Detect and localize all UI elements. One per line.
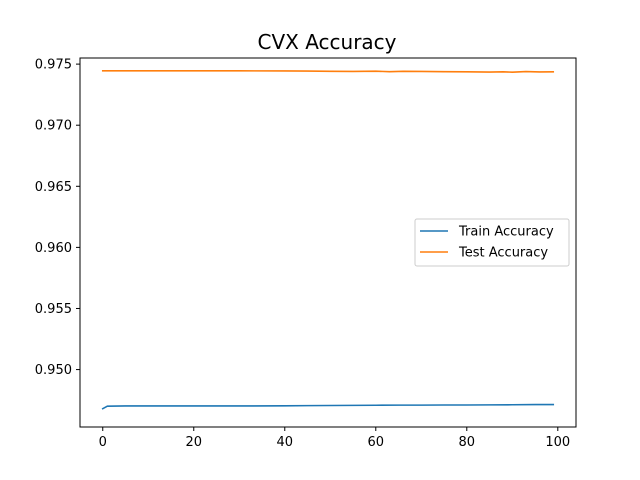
y-tick-label: 0.965 bbox=[35, 180, 72, 195]
y-axis: 0.950 0.955 0.960 0.965 0.970 0.975 bbox=[35, 58, 80, 378]
x-tick-label: 80 bbox=[459, 435, 476, 450]
y-tick-label: 0.970 bbox=[35, 119, 72, 134]
plot-frame bbox=[79, 57, 577, 428]
y-tick-label: 0.950 bbox=[35, 363, 72, 378]
x-tick-label: 100 bbox=[545, 435, 570, 450]
x-tick-label: 20 bbox=[185, 435, 202, 450]
y-tick-label: 0.975 bbox=[35, 58, 72, 73]
legend-box bbox=[414, 218, 570, 267]
series-group bbox=[101, 70, 555, 410]
legend-label: Train Accuracy bbox=[458, 225, 554, 240]
chart-title: CVX Accuracy bbox=[257, 30, 396, 54]
x-axis: 0 20 40 60 80 100 bbox=[99, 427, 570, 450]
x-tick-label: 40 bbox=[276, 435, 293, 450]
series-line-test bbox=[101, 70, 555, 73]
y-tick-label: 0.960 bbox=[35, 241, 72, 256]
legend-label: Test Accuracy bbox=[458, 246, 548, 261]
x-tick-label: 60 bbox=[368, 435, 385, 450]
legend: Train Accuracy Test Accuracy bbox=[414, 218, 570, 267]
series-line-train bbox=[101, 403, 555, 410]
y-tick-label: 0.955 bbox=[35, 302, 72, 317]
x-tick-label: 0 bbox=[99, 435, 107, 450]
